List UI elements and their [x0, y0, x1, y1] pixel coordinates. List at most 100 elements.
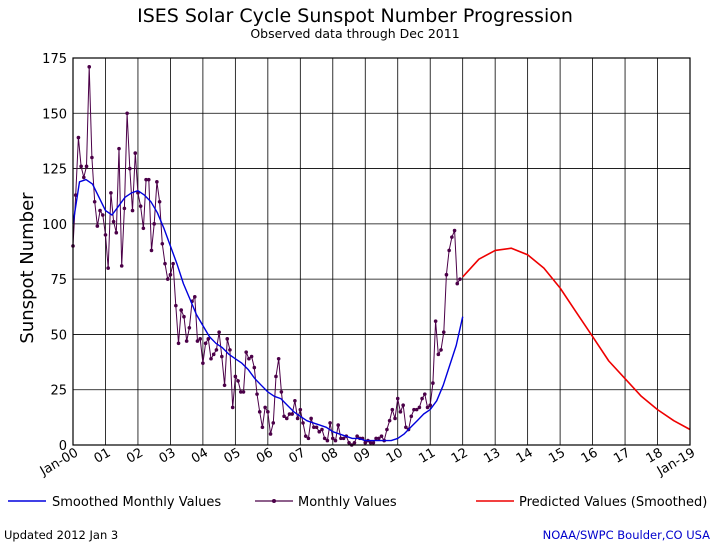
monthly-point	[312, 425, 316, 430]
monthly-point	[146, 177, 151, 182]
monthly-point	[409, 414, 414, 419]
monthly-point	[395, 396, 400, 401]
monthly-point	[455, 281, 460, 286]
x-tick-label: 01	[92, 445, 114, 466]
monthly-point	[298, 407, 303, 412]
monthly-point	[255, 392, 259, 396]
monthly-point	[157, 199, 162, 204]
monthly-point	[341, 436, 346, 441]
monthly-point	[203, 341, 208, 346]
y-tick-label: 50	[50, 328, 67, 343]
monthly-point	[90, 155, 94, 160]
x-tick-label: 12	[449, 445, 471, 466]
monthly-point	[458, 277, 462, 281]
monthly-point	[220, 354, 224, 359]
x-tick-label: 08	[319, 445, 341, 466]
monthly-point	[428, 403, 433, 407]
y-tick-label: 100	[42, 218, 67, 233]
monthly-point	[393, 416, 397, 421]
monthly-point	[355, 434, 359, 438]
y-tick-label: 150	[42, 107, 67, 122]
series-predicted-line	[462, 247, 691, 431]
monthly-point	[325, 438, 330, 443]
monthly-point	[244, 350, 248, 354]
monthly-point	[447, 248, 451, 253]
series-smoothed-line	[72, 178, 464, 442]
monthly-point	[377, 436, 381, 441]
monthly-point	[441, 330, 446, 335]
x-tick-label: 14	[514, 445, 536, 466]
y-tick-labels: 0 25 50 75 100 125 150 175	[42, 52, 67, 454]
monthly-point	[287, 412, 292, 416]
monthly-point	[301, 421, 305, 425]
monthly-point	[352, 440, 357, 445]
monthly-point	[100, 213, 105, 217]
monthly-point	[279, 390, 284, 394]
monthly-point	[333, 438, 338, 443]
monthly-point	[160, 241, 165, 246]
monthly-point	[414, 407, 419, 412]
monthly-point	[290, 412, 294, 416]
chart-title: ISES Solar Cycle Sunspot Number Progress…	[137, 5, 573, 27]
monthly-point	[138, 204, 143, 208]
series-layer	[71, 65, 691, 447]
monthly-point	[249, 354, 254, 359]
monthly-point	[260, 425, 265, 430]
x-tick-label: 11	[416, 445, 438, 466]
monthly-point	[87, 65, 92, 69]
monthly-point	[387, 418, 392, 423]
monthly-point	[257, 410, 262, 414]
monthly-point	[293, 398, 297, 403]
monthly-point	[398, 410, 403, 414]
y-tick-label: 125	[42, 163, 67, 178]
legend-monthly-marker	[272, 499, 276, 503]
legend: Smoothed Monthly Values Monthly Values P…	[8, 495, 707, 510]
monthly-point	[233, 374, 238, 379]
x-tick-label: 06	[254, 445, 276, 466]
monthly-point	[452, 228, 457, 233]
x-tick-label: 02	[124, 445, 146, 466]
x-tick-label: 03	[157, 445, 179, 466]
y-tick-label: 25	[50, 384, 67, 399]
x-tick-label: 18	[644, 445, 666, 466]
y-axis-label: Sunspot Number	[17, 192, 38, 344]
source-credit: NOAA/SWPC Boulder,CO USA	[543, 528, 711, 542]
monthly-point	[198, 337, 202, 341]
monthly-point	[165, 277, 170, 281]
x-tick-label: 09	[351, 445, 373, 466]
updated-date: Updated 2012 Jan 3	[4, 528, 118, 542]
monthly-point	[271, 421, 276, 425]
monthly-point	[76, 135, 81, 140]
y-tick-label: 75	[50, 273, 67, 288]
monthly-point	[433, 319, 438, 323]
x-tick-label: 13	[481, 445, 503, 466]
monthly-point	[328, 421, 332, 425]
monthly-point	[125, 111, 129, 116]
monthly-point	[176, 341, 181, 346]
monthly-point	[268, 432, 273, 436]
monthly-point	[347, 440, 351, 445]
monthly-point	[247, 356, 251, 361]
monthly-point	[431, 381, 435, 385]
y-tick-label: 0	[59, 439, 67, 454]
monthly-point	[141, 226, 146, 231]
monthly-point	[195, 339, 200, 343]
monthly-point	[114, 230, 119, 235]
monthly-point	[450, 235, 454, 239]
x-tick-label: 05	[222, 445, 244, 466]
monthly-point	[385, 427, 389, 432]
monthly-point	[336, 423, 341, 427]
monthly-point	[401, 403, 405, 407]
monthly-point	[317, 429, 322, 434]
monthly-point	[228, 348, 232, 352]
monthly-point	[109, 191, 113, 195]
monthly-point	[201, 361, 205, 365]
monthly-point	[171, 261, 175, 266]
monthly-point	[133, 151, 138, 155]
monthly-point	[211, 352, 216, 357]
monthly-point	[117, 146, 121, 151]
monthly-point	[309, 416, 313, 421]
monthly-point	[241, 390, 246, 394]
grid	[72, 57, 691, 446]
